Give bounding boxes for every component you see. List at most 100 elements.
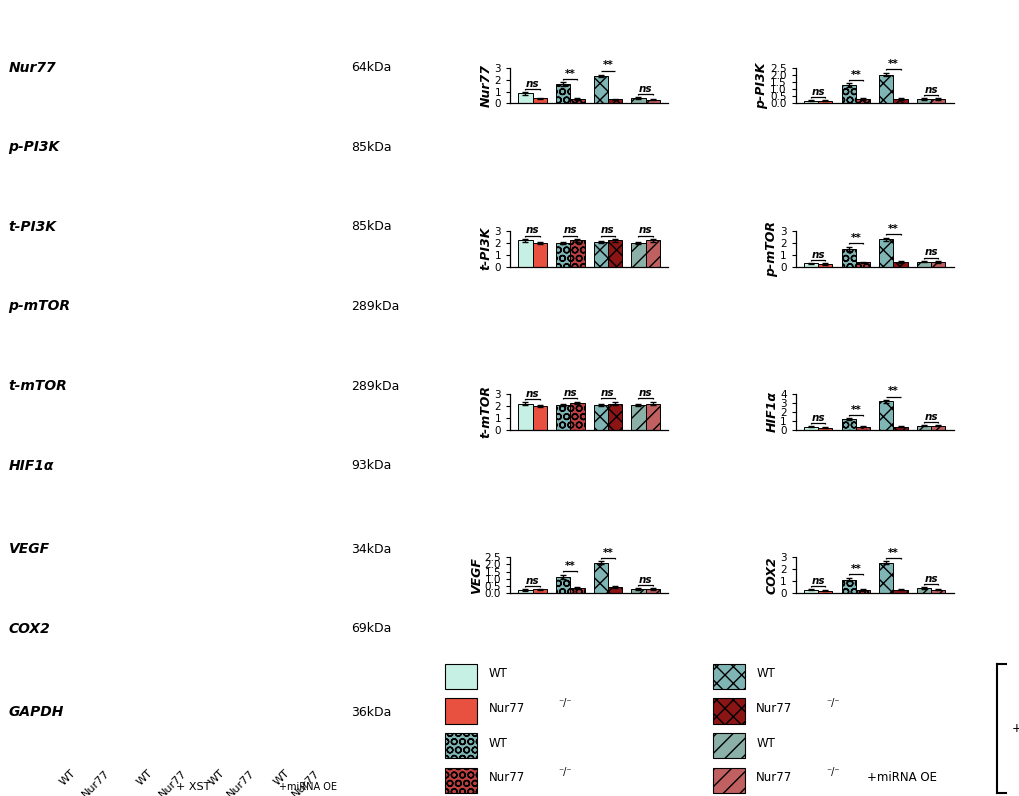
- Text: 36kDa: 36kDa: [351, 706, 391, 719]
- Text: ns: ns: [923, 412, 936, 422]
- Bar: [631, 243, 645, 267]
- Text: ns: ns: [526, 80, 539, 89]
- Text: 93kDa: 93kDa: [351, 459, 391, 472]
- Bar: [607, 100, 622, 103]
- Text: +miRNA OE: +miRNA OE: [279, 782, 337, 792]
- FancyBboxPatch shape: [444, 699, 477, 724]
- Bar: [631, 404, 645, 430]
- FancyBboxPatch shape: [712, 733, 744, 759]
- Text: **: **: [565, 560, 575, 571]
- Text: +miRNA OE: +miRNA OE: [866, 771, 935, 784]
- Text: p-PI3K: p-PI3K: [8, 140, 60, 154]
- Text: 289kDa: 289kDa: [351, 300, 399, 313]
- Bar: [893, 99, 907, 103]
- Text: ns: ns: [811, 413, 824, 423]
- Bar: [518, 93, 532, 103]
- Text: **: **: [888, 224, 898, 233]
- Bar: [893, 427, 907, 430]
- Text: **: **: [888, 548, 898, 557]
- Bar: [631, 589, 645, 593]
- Bar: [916, 588, 930, 593]
- Y-axis label: Nur77: Nur77: [480, 64, 492, 107]
- Bar: [570, 588, 584, 593]
- Text: **: **: [850, 70, 860, 80]
- Bar: [893, 262, 907, 267]
- Bar: [555, 84, 570, 103]
- Text: 85kDa: 85kDa: [351, 220, 391, 233]
- Bar: [803, 427, 817, 430]
- Bar: [607, 240, 622, 267]
- Y-axis label: t-mTOR: t-mTOR: [480, 385, 492, 439]
- Bar: [555, 577, 570, 593]
- Bar: [607, 404, 622, 430]
- Text: HIF1α: HIF1α: [8, 458, 54, 473]
- Text: ns: ns: [811, 88, 824, 97]
- Text: **: **: [602, 60, 612, 70]
- Bar: [841, 419, 855, 430]
- Text: ns: ns: [526, 576, 539, 586]
- Text: ns: ns: [638, 84, 651, 94]
- Text: WT: WT: [135, 768, 154, 788]
- Text: 85kDa: 85kDa: [351, 141, 391, 154]
- Bar: [555, 404, 570, 430]
- Bar: [645, 404, 659, 430]
- Text: Nur77: Nur77: [157, 768, 189, 796]
- Text: ns: ns: [923, 85, 936, 95]
- Text: 34kDa: 34kDa: [351, 543, 391, 556]
- Text: ns: ns: [638, 225, 651, 236]
- Text: **: **: [850, 233, 860, 243]
- Text: **: **: [888, 386, 898, 396]
- Bar: [817, 427, 832, 430]
- Bar: [593, 404, 607, 430]
- Bar: [570, 403, 584, 430]
- Bar: [841, 248, 855, 267]
- Text: ns: ns: [923, 574, 936, 583]
- Text: ns: ns: [526, 388, 539, 399]
- Bar: [532, 406, 546, 430]
- Bar: [518, 240, 532, 267]
- Text: WT: WT: [57, 768, 77, 788]
- Text: ns: ns: [811, 250, 824, 259]
- Bar: [855, 590, 869, 593]
- Bar: [841, 85, 855, 103]
- FancyBboxPatch shape: [444, 733, 477, 759]
- Text: **: **: [888, 59, 898, 69]
- FancyBboxPatch shape: [712, 699, 744, 724]
- Bar: [532, 243, 546, 267]
- Bar: [570, 100, 584, 103]
- Text: Nur77: Nur77: [488, 702, 525, 715]
- Text: 64kDa: 64kDa: [351, 61, 391, 74]
- Bar: [878, 563, 893, 593]
- Bar: [855, 427, 869, 430]
- Text: Nur77: Nur77: [8, 60, 56, 75]
- Text: Nur77: Nur77: [488, 771, 525, 784]
- Text: ⁻/⁻: ⁻/⁻: [825, 697, 839, 708]
- Bar: [817, 101, 832, 103]
- Bar: [855, 263, 869, 267]
- Text: **: **: [602, 548, 612, 558]
- Text: **: **: [850, 404, 860, 415]
- Y-axis label: p-PI3K: p-PI3K: [755, 62, 767, 109]
- Y-axis label: HIF1α: HIF1α: [765, 392, 777, 432]
- Y-axis label: VEGF: VEGF: [470, 556, 482, 594]
- Bar: [930, 590, 945, 593]
- Bar: [645, 589, 659, 593]
- Bar: [518, 590, 532, 593]
- Text: Nur77: Nur77: [755, 702, 792, 715]
- Bar: [930, 99, 945, 103]
- Text: ns: ns: [562, 388, 577, 398]
- Text: ns: ns: [526, 225, 539, 236]
- Text: COX2: COX2: [8, 622, 50, 636]
- Text: WT: WT: [207, 768, 227, 788]
- Text: ns: ns: [562, 225, 577, 236]
- Bar: [803, 590, 817, 593]
- Bar: [518, 404, 532, 430]
- Text: WT: WT: [755, 667, 774, 680]
- Y-axis label: t-PI3K: t-PI3K: [480, 227, 492, 271]
- Text: Nur77: Nur77: [755, 771, 792, 784]
- Text: + XST: + XST: [175, 782, 210, 792]
- Bar: [916, 100, 930, 103]
- Bar: [555, 243, 570, 267]
- Bar: [916, 262, 930, 267]
- Text: **: **: [565, 68, 575, 79]
